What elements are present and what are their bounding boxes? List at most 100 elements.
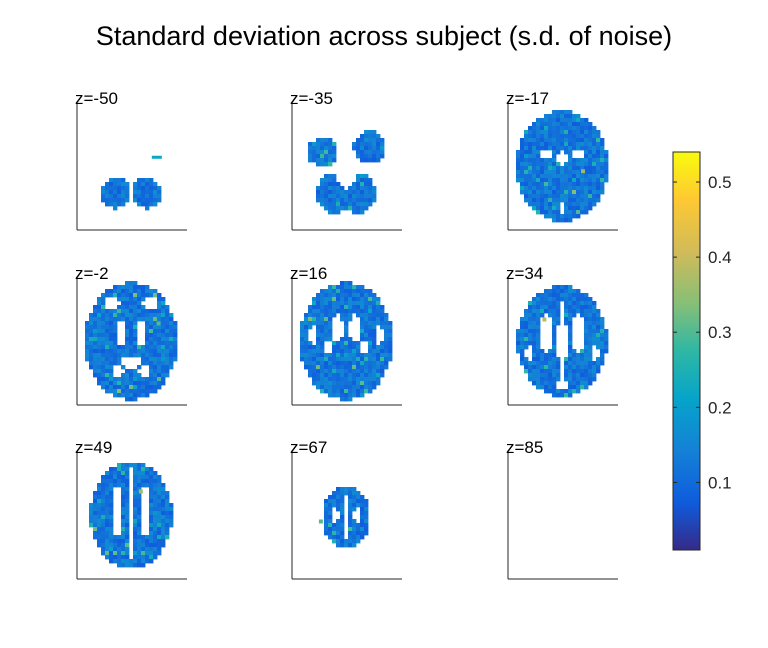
voxel xyxy=(364,158,369,163)
voxel xyxy=(520,333,525,338)
voxel xyxy=(540,182,545,187)
voxel xyxy=(129,309,134,314)
voxel xyxy=(588,122,593,127)
voxel xyxy=(528,182,533,187)
voxel xyxy=(580,126,585,131)
colorbar: 0.10.20.30.40.5 xyxy=(672,151,732,551)
voxel xyxy=(544,365,549,370)
voxel xyxy=(97,523,102,528)
voxel xyxy=(600,345,605,350)
voxel xyxy=(356,373,361,378)
voxel xyxy=(576,114,581,119)
voxel xyxy=(125,305,130,310)
voxel xyxy=(153,531,158,536)
voxel xyxy=(364,313,369,318)
voxel xyxy=(536,313,541,318)
voxel xyxy=(125,321,130,326)
voxel xyxy=(173,345,178,350)
voxel xyxy=(332,293,337,298)
voxel xyxy=(588,297,593,302)
voxel xyxy=(588,305,593,310)
voxel xyxy=(592,309,597,314)
voxel xyxy=(133,523,138,528)
voxel xyxy=(372,305,377,310)
voxel xyxy=(344,202,349,207)
voxel xyxy=(564,285,569,290)
voxel xyxy=(133,385,138,390)
voxel xyxy=(564,126,569,131)
voxel xyxy=(372,325,377,330)
voxel xyxy=(364,519,369,524)
voxel xyxy=(540,158,545,163)
voxel xyxy=(368,309,373,314)
voxel xyxy=(584,198,589,203)
voxel xyxy=(125,301,130,306)
voxel xyxy=(157,483,162,488)
voxel xyxy=(312,142,317,147)
voxel xyxy=(552,341,557,346)
voxel xyxy=(129,281,134,286)
voxel xyxy=(548,357,553,362)
voxel xyxy=(105,475,110,480)
voxel xyxy=(105,543,110,548)
voxel xyxy=(336,365,341,370)
slice-panel: z=49 xyxy=(75,438,187,580)
voxel xyxy=(376,353,381,358)
voxel xyxy=(133,353,138,358)
voxel xyxy=(105,329,110,334)
voxel xyxy=(528,154,533,159)
voxel xyxy=(145,381,150,386)
voxel xyxy=(368,345,373,350)
voxel xyxy=(121,515,126,520)
voxel xyxy=(532,381,537,386)
voxel xyxy=(604,154,609,159)
voxel xyxy=(536,158,541,163)
voxel xyxy=(544,357,549,362)
voxel xyxy=(137,487,142,492)
voxel xyxy=(344,353,349,358)
voxel xyxy=(133,511,138,516)
voxel xyxy=(596,170,601,175)
slice-panel: z=67 xyxy=(290,438,402,580)
voxel xyxy=(572,170,577,175)
voxel xyxy=(368,389,373,394)
voxel xyxy=(596,186,601,191)
voxel xyxy=(536,329,541,334)
voxel xyxy=(516,170,521,175)
voxel xyxy=(153,333,158,338)
voxel xyxy=(340,297,345,302)
voxel xyxy=(580,357,585,362)
voxel xyxy=(592,146,597,151)
voxel xyxy=(129,559,134,564)
voxel xyxy=(121,507,126,512)
voxel xyxy=(544,210,549,215)
voxel xyxy=(153,349,158,354)
voxel xyxy=(544,305,549,310)
voxel xyxy=(141,385,146,390)
voxel xyxy=(352,543,357,548)
voxel xyxy=(572,289,577,294)
voxel xyxy=(161,341,166,346)
voxel xyxy=(320,321,325,326)
voxel xyxy=(352,301,357,306)
voxel xyxy=(352,341,357,346)
voxel xyxy=(580,134,585,139)
voxel xyxy=(584,178,589,183)
voxel xyxy=(348,393,353,398)
voxel xyxy=(568,130,573,135)
voxel xyxy=(161,301,166,306)
voxel xyxy=(320,142,325,147)
voxel xyxy=(149,313,154,318)
voxel xyxy=(368,301,373,306)
voxel xyxy=(157,503,162,508)
voxel xyxy=(576,194,581,199)
voxel xyxy=(356,309,361,314)
voxel xyxy=(161,377,166,382)
voxel xyxy=(93,357,98,362)
voxel xyxy=(576,198,581,203)
slice-panel: z=-35 xyxy=(290,89,402,231)
voxel xyxy=(109,559,114,564)
voxel xyxy=(540,297,545,302)
voxel xyxy=(528,146,533,151)
voxel xyxy=(137,289,142,294)
